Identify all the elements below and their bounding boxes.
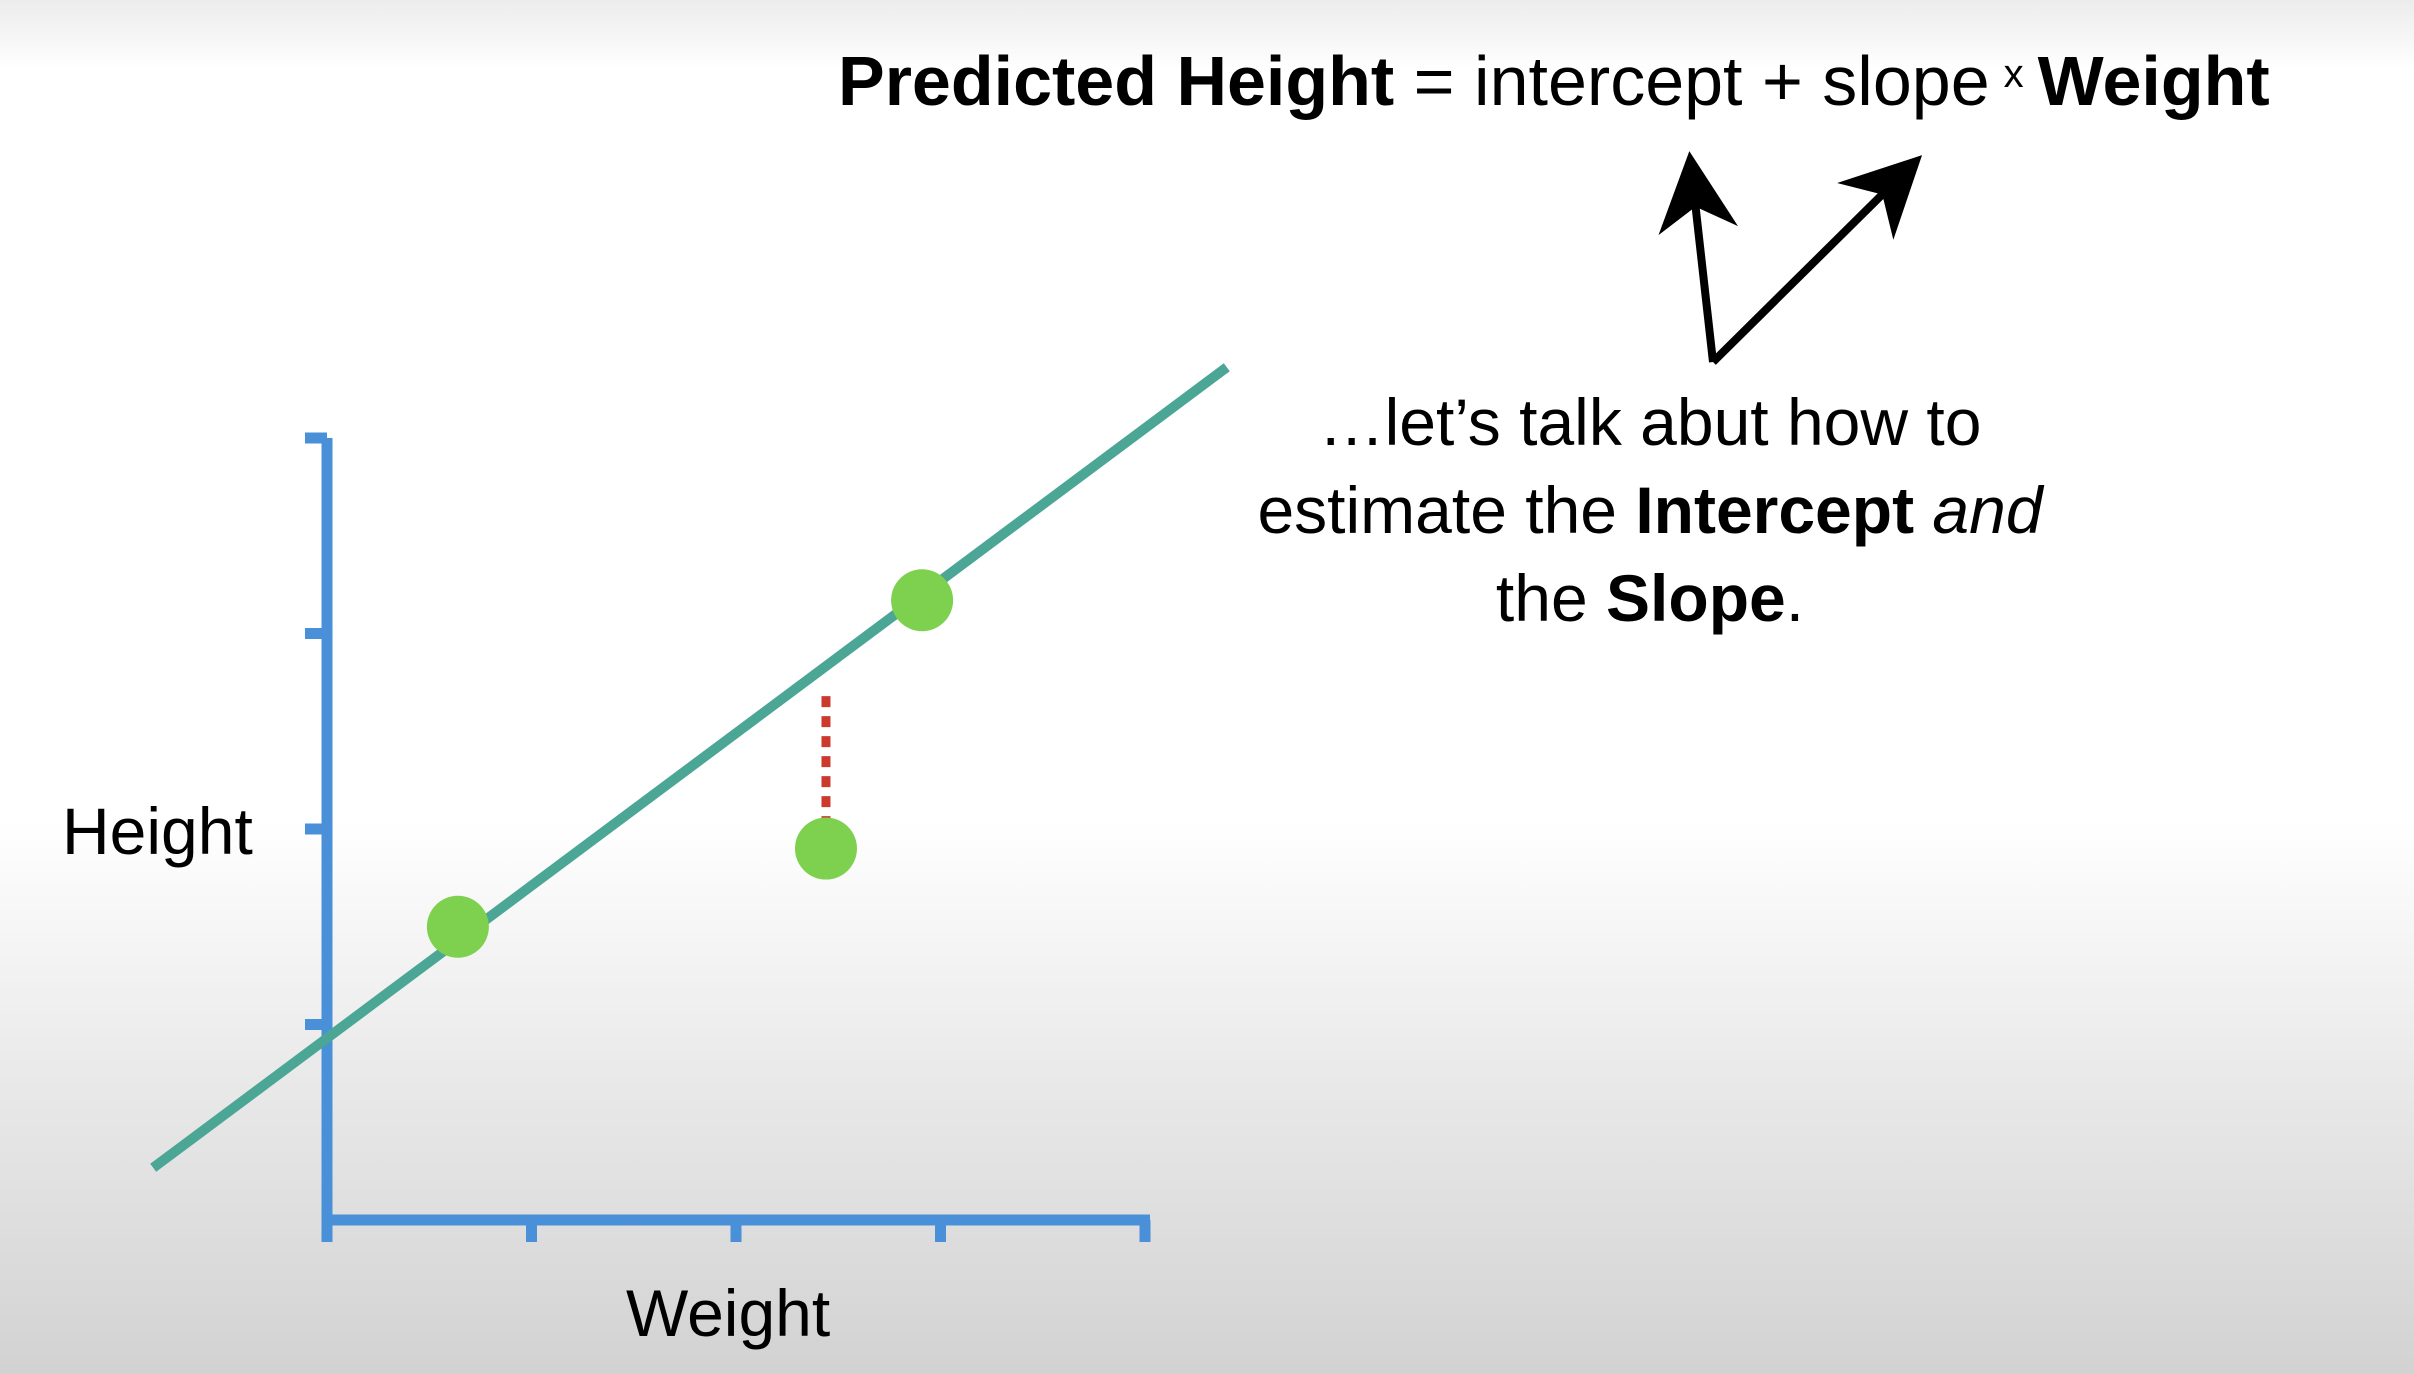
caption-line-3: the Slope. bbox=[1160, 554, 2140, 642]
caption-period: . bbox=[1785, 561, 1805, 635]
caption-line-2: estimate the Intercept and bbox=[1160, 466, 2140, 554]
arrow-to-slope bbox=[1710, 155, 1923, 365]
x-axis-label: Weight bbox=[626, 1276, 831, 1350]
equation-plus: + bbox=[1761, 42, 1803, 120]
data-point bbox=[891, 569, 954, 632]
data-point bbox=[426, 895, 489, 958]
regression-line bbox=[150, 363, 1230, 1172]
caption-intercept-word: Intercept bbox=[1635, 473, 1915, 547]
caption-line-3-prefix: the bbox=[1495, 561, 1607, 635]
data-point bbox=[794, 817, 857, 880]
arrow-to-intercept bbox=[1658, 151, 1738, 363]
equation-intercept: intercept bbox=[1474, 42, 1743, 120]
y-axis-label: Height bbox=[62, 794, 253, 868]
caption-and-word: and bbox=[1932, 473, 2043, 547]
equation-equals: = bbox=[1413, 42, 1455, 120]
equation-rhs-var: Weight bbox=[2037, 42, 2270, 120]
caption-line-1: …let’s talk abut how to bbox=[1318, 385, 1982, 459]
equation-lhs: Predicted Height bbox=[838, 42, 1395, 120]
caption-slope-word: Slope bbox=[1606, 561, 1786, 635]
equation-times: x bbox=[2003, 52, 2024, 96]
regression-equation: Predicted Height = intercept + slope x Wei… bbox=[838, 46, 2270, 116]
caption-text: …let’s talk abut how to estimate the Int… bbox=[1160, 378, 2140, 642]
equation-slope: slope bbox=[1822, 42, 1990, 120]
caption-line-2-prefix: estimate the bbox=[1257, 473, 1636, 547]
